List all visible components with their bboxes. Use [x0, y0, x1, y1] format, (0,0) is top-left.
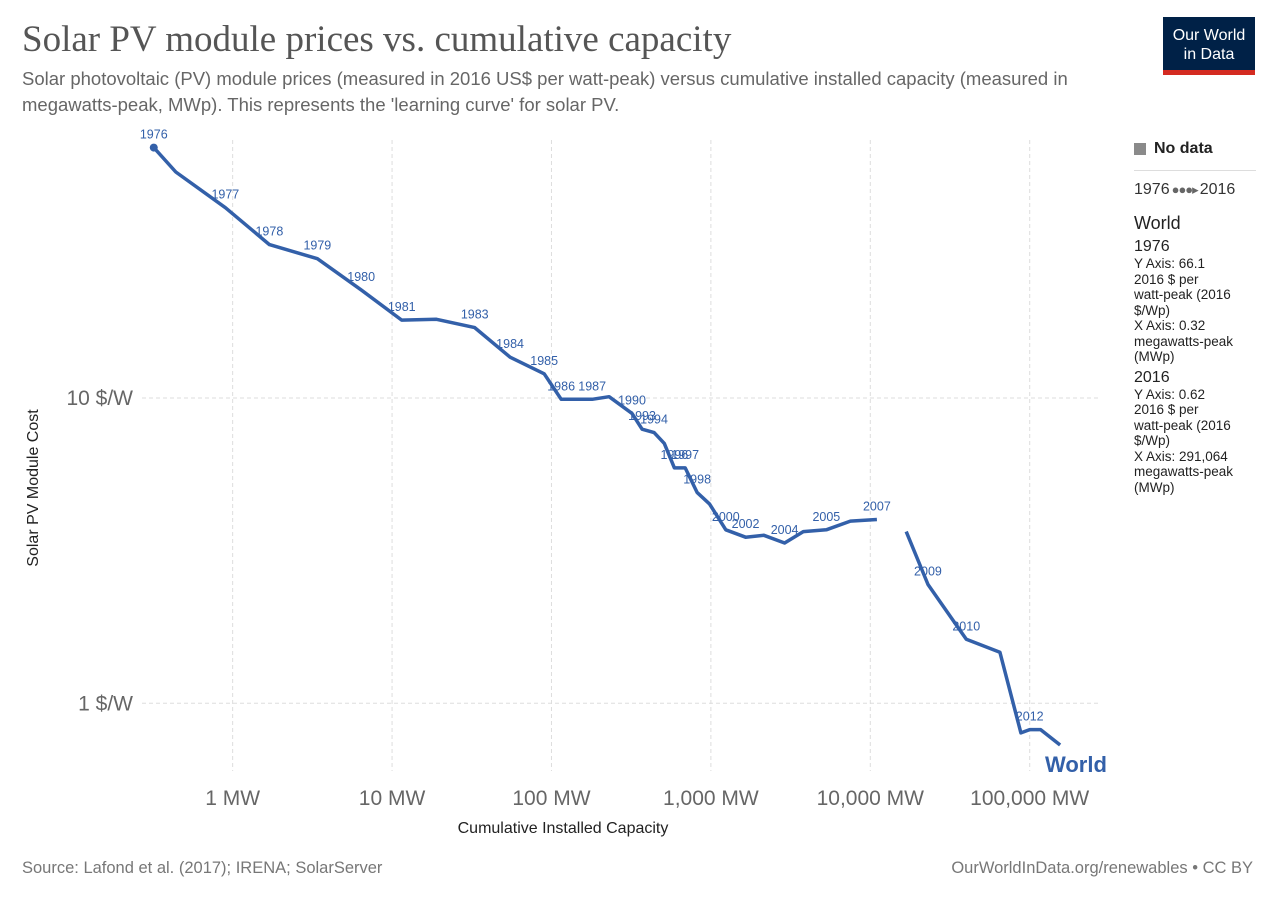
start-marker[interactable] [149, 143, 158, 152]
year-label: 2010 [952, 619, 980, 633]
year-label: 1977 [211, 188, 239, 202]
year-label: 2000 [712, 510, 740, 524]
tooltip-line: watt-peak (2016 [1134, 287, 1231, 302]
year-label: 1986 [547, 379, 575, 393]
year-label: 1980 [347, 270, 375, 284]
tooltip-line: Y Axis: 66.1 [1134, 256, 1206, 271]
tooltip-line: Y Axis: 0.62 [1134, 386, 1206, 402]
legend-panel: No data 1976 ●●●▸ 2016 World 1976 Y Axis:… [1134, 140, 1264, 495]
tooltip-line: $/Wp) [1134, 433, 1171, 448]
axis-ticks: 1 MW 10 MW 100 MW 1,000 MW 10,000 MW 100,000 … [66, 387, 1089, 810]
owid-logo[interactable]: Our World in Data [1163, 17, 1255, 75]
tooltip-entity: World [1134, 213, 1181, 233]
year-label: 2005 [812, 510, 840, 524]
no-data-label: No data [1154, 140, 1213, 157]
series-lines [149, 143, 1062, 747]
year-label: 1981 [388, 300, 416, 314]
no-data-swatch [1134, 143, 1146, 155]
tooltip-line: watt-peak (2016 [1134, 417, 1231, 433]
source-note: Source: Lafond et al. (2017); IRENA; Sol… [22, 859, 383, 877]
series-line-world[interactable] [904, 530, 1062, 747]
x-tick-label: 1,000 MW [663, 787, 759, 810]
series-line-world[interactable] [152, 146, 878, 545]
year-label: 2004 [771, 523, 799, 537]
timeline-start: 1976 [1134, 181, 1170, 198]
year-label: 1983 [461, 308, 489, 322]
timeline-range[interactable]: 1976 ●●●▸ 2016 [1134, 181, 1264, 199]
tooltip-line: 2016 $ per [1134, 402, 1199, 417]
timeline-end: 2016 [1199, 181, 1236, 198]
year-label: 1997 [671, 448, 699, 462]
tooltip-line: (MWp) [1134, 349, 1175, 364]
y-axis-label: Solar PV Module Cost [25, 409, 42, 567]
series-end-label[interactable]: World [1045, 752, 1107, 777]
tooltip-body: Y Axis: 0.62 2016 $ per watt-peak (2016 $/W… [1134, 387, 1252, 496]
tooltip-year: 2016 [1134, 368, 1170, 386]
tooltip-line: megawatts-peak [1134, 333, 1234, 349]
year-label: 1985 [530, 354, 558, 368]
grid-lines [142, 140, 1101, 771]
chart-title: Solar PV module prices vs. cumulative ca… [22, 19, 732, 60]
year-label: 1979 [303, 239, 331, 253]
no-data-legend[interactable]: No data [1134, 140, 1264, 158]
x-axis-label: Cumulative Installed Capacity [458, 820, 669, 837]
tooltip-line: 2016 $ per [1134, 271, 1199, 287]
year-label: 1998 [683, 473, 711, 487]
tooltip-line: $/Wp) [1134, 302, 1171, 318]
year-label: 2012 [1016, 710, 1044, 724]
year-label: 1984 [496, 337, 524, 351]
year-label: 1978 [255, 225, 283, 239]
year-label: 1990 [618, 393, 646, 407]
year-label: 1993 [628, 409, 656, 423]
x-tick-label: 10 MW [359, 787, 426, 810]
point-labels: 1976 1977 1978 1979 1980 1981 1983 1984 1985 1986… [140, 128, 1044, 724]
year-label: 1994 [640, 413, 668, 427]
legend-divider [1134, 170, 1256, 171]
license-link[interactable]: OurWorldInData.org/renewables • CC BY [951, 859, 1253, 877]
y-tick-label: 1 $/W [78, 692, 133, 715]
year-label: 1976 [140, 128, 168, 142]
x-tick-label: 10,000 MW [817, 787, 925, 810]
tooltip-line: megawatts-peak [1134, 464, 1234, 479]
tooltip-line: (MWp) [1134, 479, 1175, 495]
year-label: 1987 [578, 379, 606, 393]
tooltip-year: 1976 [1134, 238, 1170, 255]
x-tick-label: 100,000 MW [970, 787, 1089, 810]
logo-line-1: Our World [1172, 27, 1246, 44]
chart-subtitle: Solar photovoltaic (PV) module prices (m… [22, 68, 1068, 115]
logo-accent-bar [1163, 70, 1255, 75]
year-label: 2009 [914, 564, 942, 578]
timeline-arrow-icon: ●●●▸ [1171, 182, 1199, 197]
logo-line-2: in Data [1183, 46, 1235, 63]
x-tick-label: 1 MW [205, 787, 260, 810]
y-tick-label: 10 $/W [66, 387, 133, 410]
tooltip-values: 1976 Y Axis: 66.1 2016 $ per watt-peak (201… [1134, 238, 1264, 495]
year-label: 1996 [660, 448, 688, 462]
x-tick-label: 100 MW [512, 787, 590, 810]
tooltip-body: Y Axis: 66.1 2016 $ per watt-peak (2016 $/W… [1134, 256, 1252, 365]
tooltip-line: X Axis: 0.32 [1134, 318, 1206, 333]
year-label: 2007 [863, 499, 891, 513]
tooltip-line: X Axis: 291,064 [1134, 448, 1228, 464]
year-label: 2002 [732, 517, 760, 531]
